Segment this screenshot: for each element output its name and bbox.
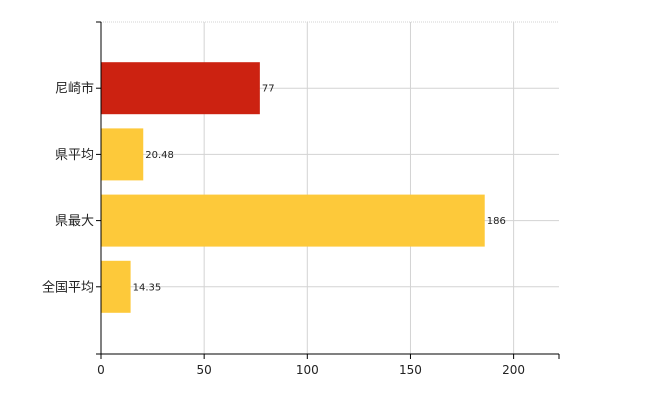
- x-tick-label: 0: [97, 363, 105, 377]
- category-label: 県最大: [55, 214, 94, 229]
- category-label: 尼崎市: [55, 81, 94, 97]
- bar: [101, 128, 144, 181]
- x-tick-label: 50: [197, 363, 212, 377]
- bar: [101, 62, 260, 115]
- x-tick-label: 100: [296, 363, 319, 377]
- category-label: 県平均: [55, 148, 94, 163]
- bar: [101, 260, 131, 313]
- bars: [101, 62, 485, 313]
- x-tick-label: 200: [502, 363, 525, 377]
- data-label: 77: [262, 84, 275, 95]
- labels: 尼崎市 77 県平均 20.48 県最大 186 全国平均 14.35 0 50 100 150 200: [42, 21, 560, 377]
- data-label: 14.35: [133, 282, 162, 293]
- data-label: 20.48: [145, 150, 174, 161]
- bar: [101, 194, 485, 247]
- x-tick-label: 150: [399, 363, 422, 377]
- data-label: 186: [487, 216, 506, 227]
- category-label: 全国平均: [42, 279, 94, 295]
- gridlines: [101, 21, 559, 354]
- axes: [100, 22, 559, 355]
